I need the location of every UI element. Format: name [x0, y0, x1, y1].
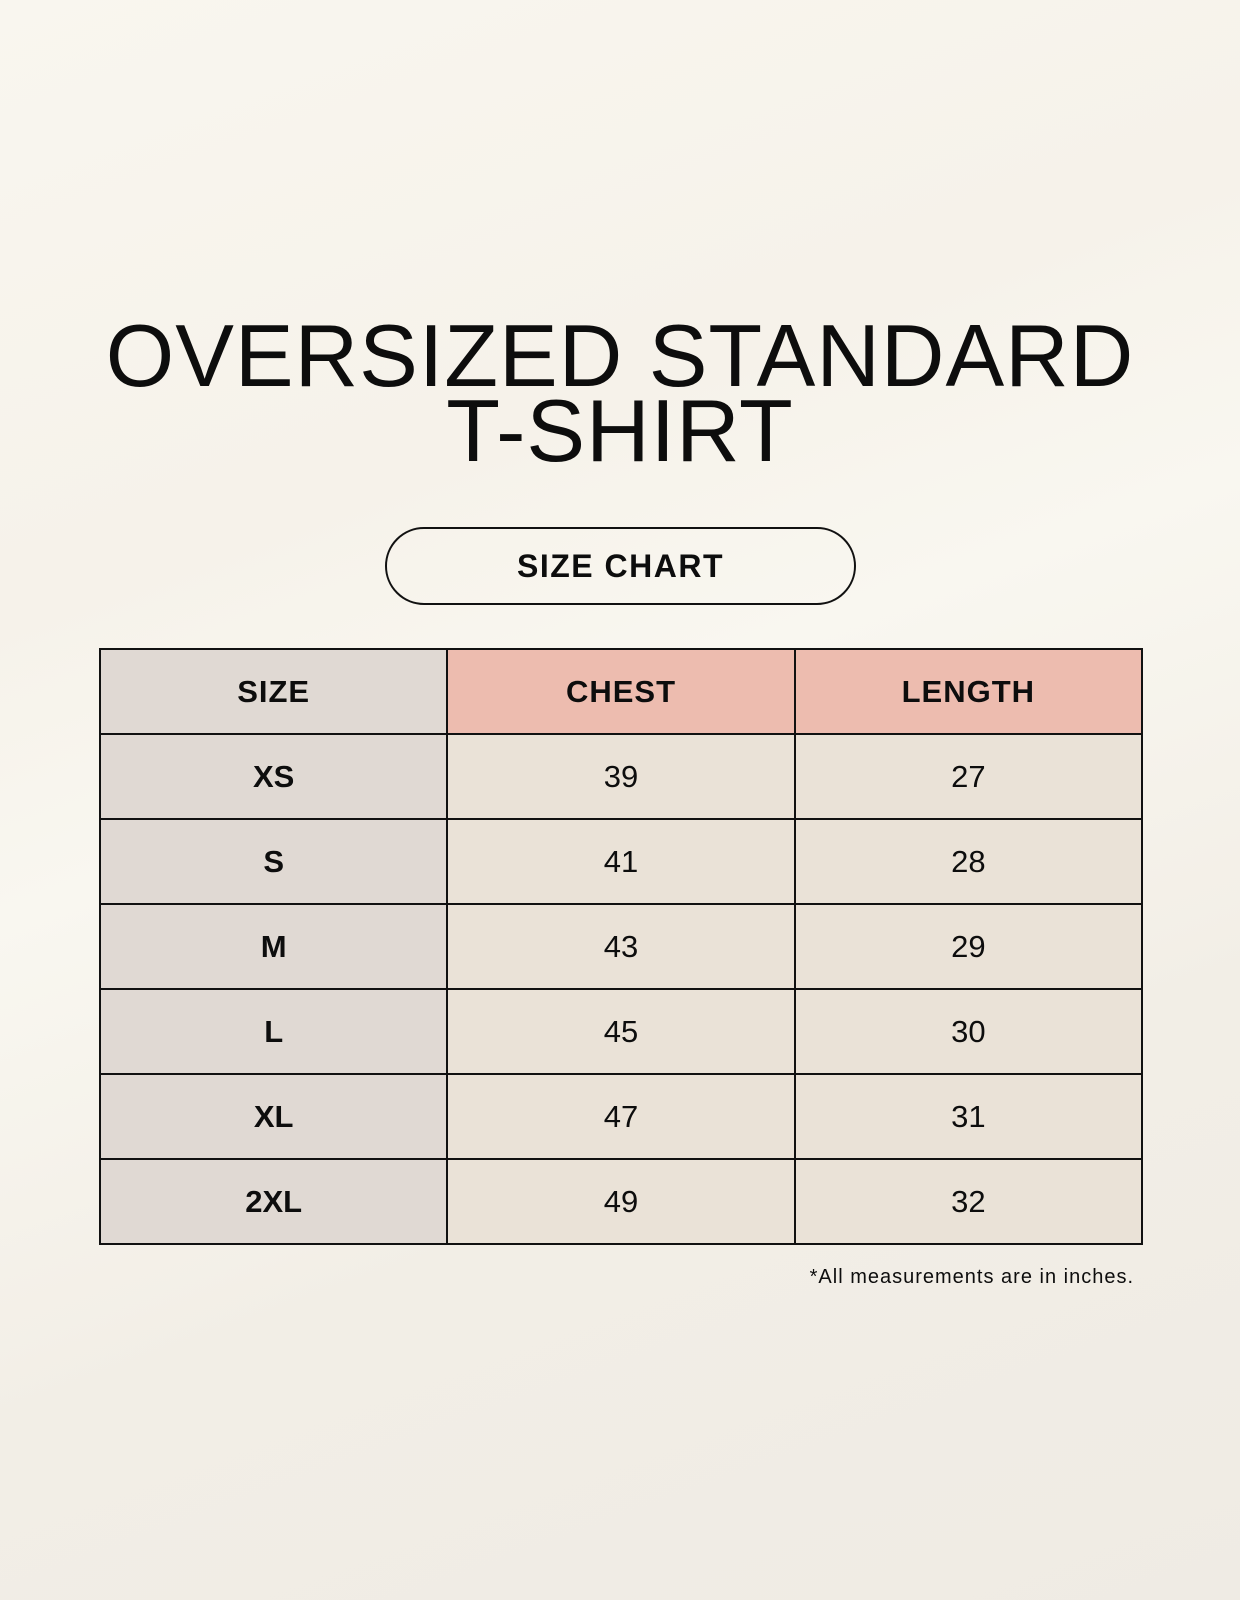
cell-chest: 49: [446, 1158, 796, 1245]
page-title: OVERSIZED STANDARD T-SHIRT: [0, 306, 1240, 480]
footnote: *All measurements are in inches.: [809, 1266, 1134, 1288]
cell-chest: 41: [446, 818, 796, 905]
cell-chest: 43: [446, 903, 796, 990]
cell-size: 2XL: [98, 1158, 449, 1245]
cell-chest: 39: [446, 733, 796, 820]
table-row: S 41 28: [98, 818, 1144, 905]
title-line-1: OVERSIZED STANDARD: [105, 306, 1135, 405]
cell-size: XS: [98, 733, 449, 820]
table-header-row: SIZE CHEST LENGTH: [98, 648, 1144, 735]
cell-length: 30: [793, 988, 1144, 1075]
table-row: L 45 30: [98, 988, 1144, 1075]
cell-size: L: [98, 988, 449, 1075]
table-row: M 43 29: [98, 903, 1144, 990]
size-table: SIZE CHEST LENGTH XS 39 27 S 41 28 M 43 29 L 45 30 X…: [98, 648, 1144, 1245]
title-line-2: T-SHIRT: [446, 381, 794, 480]
cell-size: S: [98, 818, 449, 905]
table-row: XS 39 27: [98, 733, 1144, 820]
cell-size: XL: [98, 1073, 449, 1160]
cell-length: 32: [793, 1158, 1144, 1245]
header-chest: CHEST: [446, 648, 796, 735]
table-row: 2XL 49 32: [98, 1158, 1144, 1245]
cell-size: M: [98, 903, 449, 990]
cell-length: 31: [793, 1073, 1144, 1160]
cell-length: 27: [793, 733, 1144, 820]
size-chart-badge: SIZE CHART: [385, 527, 856, 605]
cell-chest: 45: [446, 988, 796, 1075]
cell-chest: 47: [446, 1073, 796, 1160]
cell-length: 29: [793, 903, 1144, 990]
cell-length: 28: [793, 818, 1144, 905]
table-row: XL 47 31: [98, 1073, 1144, 1160]
header-length: LENGTH: [793, 648, 1144, 735]
header-size: SIZE: [98, 648, 449, 735]
